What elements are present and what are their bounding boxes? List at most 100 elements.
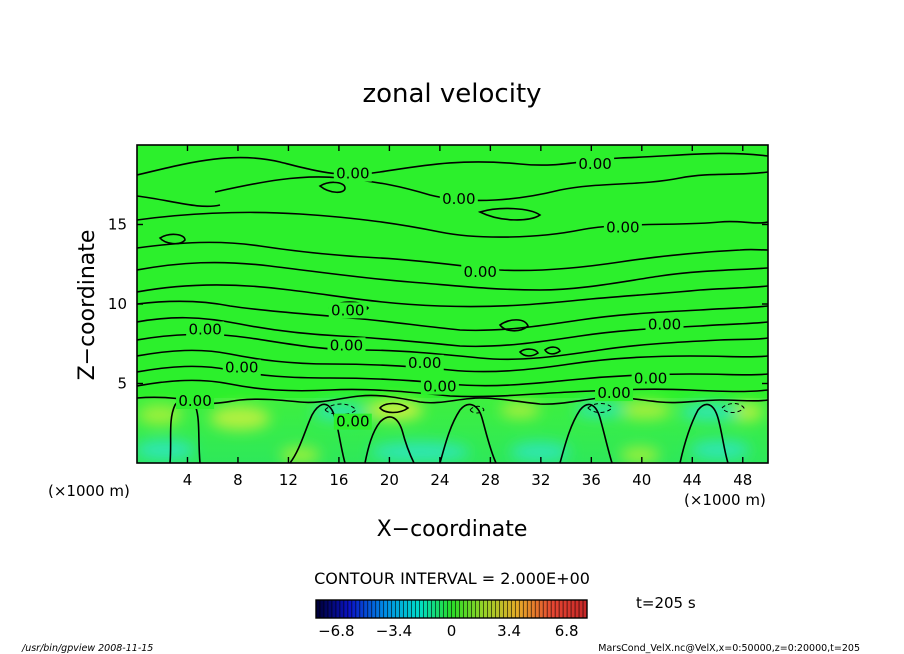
x-tick-label: 36 [582,471,601,489]
x-axis-unit-right: (×1000 m) [684,491,766,509]
colorbar-swatch [491,600,496,618]
contour-label: 0.00 [336,165,369,183]
colorbar-swatch [411,600,416,618]
x-tick-label: 28 [481,471,500,489]
colorbar-swatch [539,600,544,618]
colorbar-swatch [435,600,440,618]
negative-blob [370,442,470,462]
contour-line [158,233,186,245]
colorbar-swatch [575,600,580,618]
footer-left: /usr/bin/gpview 2008-11-15 [21,643,153,654]
contour-label-bg [327,337,366,354]
colorbar-swatch [567,600,572,618]
colorbar-swatch [375,600,381,618]
contour-line [137,300,768,332]
x-tick-label: 48 [733,471,752,489]
colorbar-swatch [383,600,389,618]
negative-blob [574,402,626,418]
colorbar-swatch [515,600,520,618]
contour-label-bg [631,370,670,387]
contour-label-bg [595,385,634,402]
contour-line [679,403,729,463]
contour-line [214,171,768,202]
colorbar-swatch [475,600,480,618]
colorbar-swatch [419,600,424,618]
colorbar-swatch [547,600,552,618]
contour-label-bg [405,354,444,371]
contour-line [498,319,529,332]
contour-line [137,316,768,348]
contour-label-bg [645,316,684,333]
y-tick-label: 10 [108,295,127,313]
time-label: t=205 s [636,594,696,612]
colorbar-swatch [483,600,488,618]
contour-line [137,152,768,176]
colorbar-swatch [559,600,564,618]
contour-label: 0.00 [178,392,211,410]
positive-blob [620,447,660,463]
colorbar-swatch [339,600,345,618]
negative-contour [324,403,357,415]
colorbar-ticks: −6.8 −3.4 0 3.4 6.8 [318,622,578,640]
colorbar-tick-label: −3.4 [376,622,412,640]
contour-label: 0.00 [331,301,364,319]
contour-label-bg [333,413,372,430]
colorbar-swatch [371,600,377,618]
colorbar-swatch [487,600,492,618]
colorbar-swatch [523,600,528,618]
colorbar-swatch [395,600,400,618]
chart-title: zonal velocity [362,79,541,109]
contour-label: 0.00 [648,316,681,334]
contour-line [318,181,346,194]
colorbar-swatch [443,600,448,618]
negative-contour [587,403,613,413]
contour-line [477,207,542,221]
y-axis-label: Z−coordinate [75,230,100,381]
x-axis-label: X−coordinate [377,517,528,542]
x-tick-label: 44 [683,471,702,489]
colorbar-tick-label: 3.4 [497,622,521,640]
positive-blob [727,403,763,421]
colorbar-swatch [316,600,321,618]
contour-label: 0.00 [408,354,441,372]
contour-label: 0.00 [634,370,667,388]
positive-blob [500,402,540,418]
colorbar-swatch [355,600,361,618]
positive-blob [280,447,320,463]
contour-line [137,284,768,308]
x-tick-label: 4 [183,471,193,489]
y-axis: 5 10 15 [108,216,768,393]
contour-line [289,403,346,463]
colorbar-swatch [323,600,329,618]
positive-blob [138,405,182,425]
contour-line [439,403,497,463]
colorbar-swatch [427,600,432,618]
colorbar-swatch [535,600,540,618]
colorbar-swatch [335,600,341,618]
colorbar-swatch [379,600,385,618]
footer-right: MarsCond_VelX.nc@VelX,x=0:50000,z=0:2000… [598,643,860,654]
colorbar-swatch [367,600,373,618]
contour-line [543,346,561,355]
x-axis: 4 8 12 16 20 24 28 32 36 40 44 48 [183,145,752,489]
colorbar-swatch [403,600,408,618]
colorbar-swatch [507,600,512,618]
plot-field: 0.000.000.000.000.000.000.000.000.000.00… [137,145,768,463]
colorbar [315,599,588,619]
colorbar-swatch [543,600,548,618]
colorbar-swatch [391,600,397,618]
colorbar-swatch [327,600,333,618]
x-tick-label: 8 [233,471,243,489]
negative-contours [324,403,745,415]
negative-contour [721,403,745,413]
positive-blob [367,400,423,420]
colorbar-swatch [415,600,420,618]
colorbar-swatch [579,600,584,618]
contour-label-bg [576,156,615,173]
colorbar-swatch [467,600,472,618]
negative-blob [510,442,570,462]
contour-line [378,402,410,414]
contour-line [137,211,768,238]
contour-line [137,333,768,361]
